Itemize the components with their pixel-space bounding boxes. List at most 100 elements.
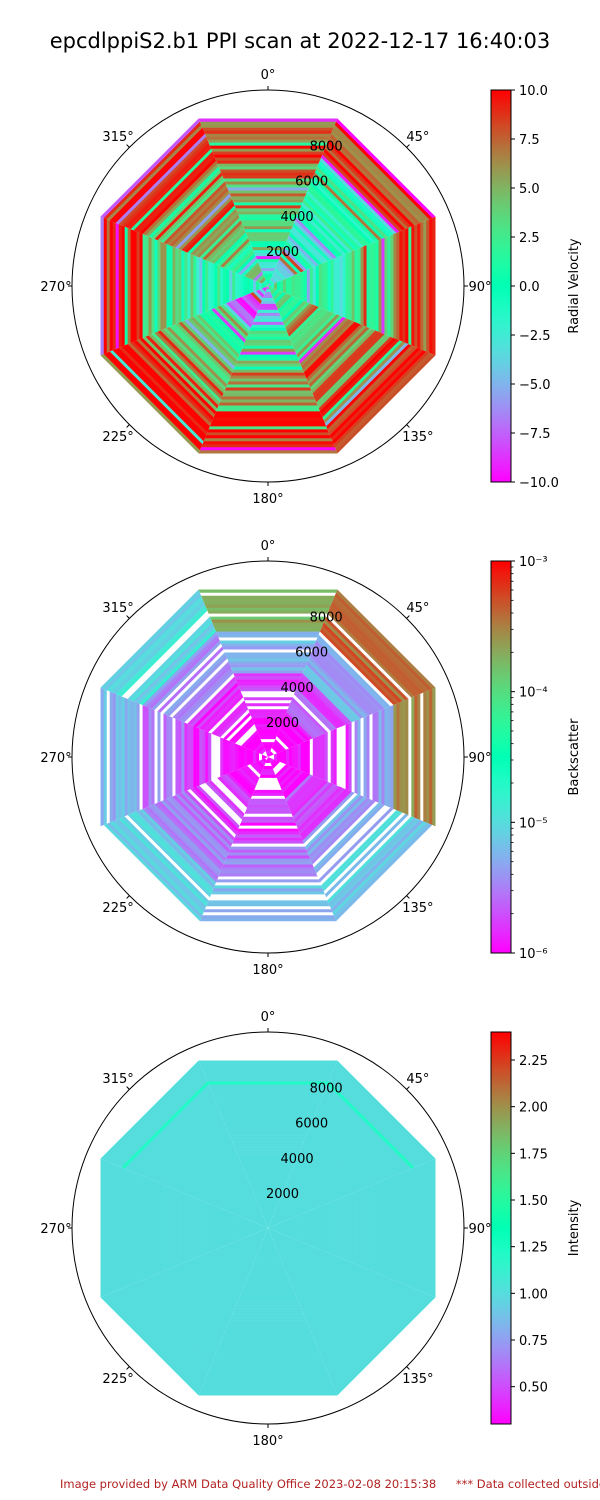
- range-gate: [264, 757, 268, 761]
- range-gate: [228, 1211, 233, 1245]
- range-gate: [127, 1169, 131, 1287]
- range-gate: [142, 1175, 146, 1281]
- range-gate: [240, 1290, 296, 1294]
- range-gate: [414, 1166, 418, 1290]
- range-gate: [321, 625, 400, 704]
- colorbar-tick-label: −2.5: [519, 329, 551, 344]
- range-gate: [285, 1219, 290, 1237]
- range-gate: [289, 307, 323, 341]
- range-gate: [297, 1214, 302, 1242]
- range-gate: [127, 145, 212, 230]
- range-gate: [276, 1222, 281, 1234]
- range-gate: [219, 399, 317, 403]
- range-gate: [258, 282, 263, 290]
- range-gate: [302, 791, 355, 844]
- range-gate: [317, 806, 391, 880]
- range-gate: [103, 1294, 202, 1393]
- range-gate: [248, 1272, 288, 1277]
- range-gate: [249, 1234, 262, 1247]
- range-gate: [246, 1206, 261, 1221]
- range-gate: [127, 616, 212, 701]
- range-gate: [112, 221, 116, 351]
- range-gate: [253, 1260, 283, 1265]
- range-gate: [240, 274, 245, 298]
- range-gate: [255, 255, 281, 260]
- range-gate: [268, 1228, 272, 1232]
- range-gate: [290, 228, 326, 264]
- range-gate: [249, 267, 262, 280]
- range-gate: [291, 1168, 328, 1205]
- range-gate: [234, 1194, 256, 1216]
- angle-tick: [406, 895, 410, 899]
- range-gate: [178, 196, 233, 251]
- range-gate: [317, 1105, 391, 1179]
- range-gate: [378, 1180, 382, 1276]
- range-gate: [291, 274, 296, 298]
- range-gate: [160, 712, 164, 802]
- range-gate: [265, 1230, 271, 1235]
- range-gate: [148, 1108, 220, 1180]
- range-gate: [208, 897, 328, 901]
- range-gate: [190, 208, 238, 256]
- range-gate: [270, 276, 278, 284]
- range-gate: [163, 652, 226, 715]
- range-gate: [169, 658, 229, 718]
- range-gate: [219, 237, 250, 268]
- range-gate: [106, 1066, 203, 1163]
- range-gate: [264, 1224, 268, 1228]
- range-gate: [136, 702, 140, 812]
- colorbar-tick-label: 10⁻⁶: [519, 947, 548, 962]
- range-gate: [321, 810, 400, 889]
- range-gate: [311, 649, 376, 714]
- range-gate: [251, 792, 285, 797]
- range-gate: [360, 1188, 364, 1268]
- range-gate: [148, 1178, 152, 1278]
- range-gate: [208, 613, 328, 617]
- range-gate: [321, 339, 400, 418]
- range-gate: [329, 604, 421, 696]
- range-gate: [169, 716, 173, 798]
- range-gate: [157, 801, 224, 868]
- range-gate: [285, 711, 314, 740]
- range-gate: [286, 1246, 317, 1277]
- range-gate: [243, 275, 248, 297]
- range-gate: [201, 444, 335, 448]
- range-gate: [280, 252, 302, 274]
- range-gate: [187, 676, 236, 725]
- colorbar: [490, 560, 512, 954]
- range-gate: [284, 1244, 311, 1271]
- angle-tick-label: 315°: [102, 130, 133, 145]
- range-gate: [268, 755, 272, 759]
- range-gate: [291, 1251, 328, 1288]
- colorbar: [490, 1031, 512, 1425]
- range-gate: [333, 257, 337, 315]
- range-gate: [222, 864, 314, 868]
- range-gate: [169, 325, 229, 385]
- range-gate: [252, 1212, 264, 1224]
- range-gate: [390, 704, 394, 810]
- range-gate: [348, 251, 352, 321]
- range-gate: [253, 789, 283, 794]
- range-gate: [291, 697, 328, 734]
- range-gate: [322, 811, 403, 892]
- range-gate: [166, 243, 170, 329]
- range-gate: [163, 181, 226, 244]
- range-gate: [228, 1242, 254, 1268]
- range-gate: [199, 1063, 337, 1067]
- range-gate: [255, 312, 281, 317]
- range-gate: [175, 1135, 231, 1191]
- range-gate: [225, 1185, 252, 1212]
- range-gate: [432, 687, 436, 827]
- range-gate: [219, 1179, 250, 1210]
- range-gate: [142, 1278, 218, 1354]
- range-gate: [204, 1075, 332, 1079]
- range-gate: [250, 324, 286, 329]
- range-gate: [277, 295, 296, 314]
- range-gate: [193, 1153, 239, 1199]
- range-gate: [285, 1182, 314, 1211]
- range-gate: [151, 1275, 221, 1345]
- range-gate: [396, 231, 400, 341]
- range-gate: [420, 1163, 424, 1293]
- range-gate: [301, 319, 352, 370]
- range-gate: [217, 163, 319, 167]
